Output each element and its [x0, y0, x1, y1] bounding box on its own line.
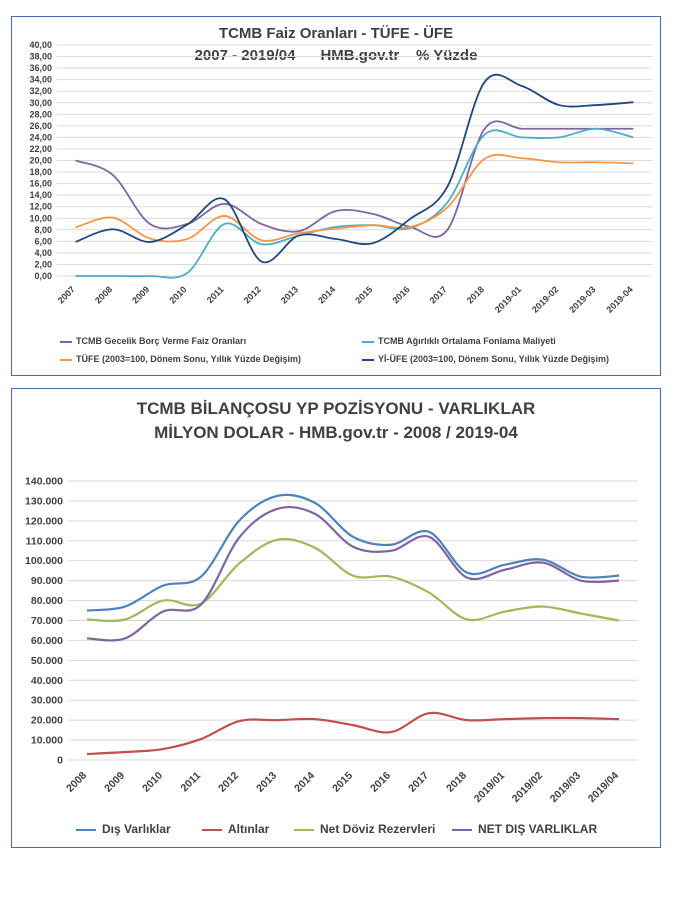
- y-tick-label: 8,00: [34, 225, 52, 235]
- y-tick-label: 12,00: [29, 202, 52, 212]
- x-tick-label: 2019/04: [586, 770, 621, 805]
- legend-item-series-2: Altınlar: [228, 822, 270, 836]
- x-tick-label: 2009: [130, 284, 151, 305]
- y-tick-label: 110.000: [26, 535, 64, 547]
- x-tick-label: 2008: [93, 284, 114, 305]
- legend-item-series-2: TCMB Ağırlıklı Ortalama Fonlama Maliyeti: [378, 336, 556, 346]
- y-tick-label: 6,00: [34, 236, 52, 246]
- y-tick-label: 80.000: [31, 595, 63, 607]
- series-line-2: [86, 711, 620, 756]
- y-tick-label: 20,00: [29, 156, 52, 166]
- y-tick-label: 20.000: [31, 715, 63, 727]
- y-tick-label: 40.000: [31, 675, 63, 687]
- chart-title: TCMB BİLANÇOSU YP POZİSYONU - VARLIKLAR: [136, 399, 536, 418]
- y-tick-label: 2,00: [34, 259, 52, 269]
- y-tick-label: 90.000: [31, 575, 63, 587]
- legend-item-series-4: Yİ-ÜFE (2003=100, Dönem Sonu, Yıllık Yüz…: [378, 354, 609, 364]
- series-line-4: [75, 73, 634, 264]
- x-tick-label: 2017: [406, 770, 431, 795]
- y-tick-label: 16,00: [29, 179, 52, 189]
- y-tick-label: 14,00: [29, 190, 52, 200]
- assets-line-chart: 0 10.000 20.000 30.000 40.000 50.000 60.000 70.…: [25, 476, 638, 805]
- series-line-4: [86, 505, 620, 642]
- x-tick-label: 2019-01: [493, 284, 523, 314]
- legend-swatch-series-1: [60, 341, 72, 343]
- y-tick-label: 0,00: [34, 271, 52, 281]
- y-tick-label: 24,00: [29, 132, 52, 142]
- chart-panel-assets: TCMB BİLANÇOSU YP POZİSYONU - VARLIKLAR …: [11, 388, 661, 848]
- series-line-2: [75, 127, 634, 279]
- x-tick-label: 2013: [279, 284, 300, 305]
- y-tick-label: 130.000: [25, 495, 63, 507]
- x-tick-label: 2008: [64, 770, 89, 795]
- x-tick-label: 2007: [56, 284, 77, 305]
- legend-swatch-series-4: [362, 359, 374, 361]
- chart-title: TCMB Faiz Oranları - TÜFE - ÜFE: [218, 25, 454, 42]
- x-tick-label: 2012: [216, 770, 241, 795]
- x-tick-label: 2015: [353, 284, 374, 305]
- chart-panel-rates: TCMB Faiz Oranları - TÜFE - ÜFE 2007 - 2…: [11, 16, 661, 376]
- x-tick-label: 2017: [428, 284, 449, 305]
- legend-item-series-3: Net Döviz Rezervleri: [320, 822, 436, 836]
- y-tick-label: 60.000: [31, 635, 63, 647]
- y-tick-label: 100.000: [25, 555, 63, 567]
- y-tick-label: 34,00: [29, 75, 52, 85]
- legend-swatch-series-4: [452, 829, 472, 831]
- y-tick-label: 10.000: [31, 735, 63, 747]
- y-tick-label: 50.000: [31, 655, 63, 667]
- x-tick-label: 2014: [292, 770, 317, 795]
- y-tick-label: 28,00: [29, 109, 52, 119]
- y-tick-label: 26,00: [29, 121, 52, 131]
- x-tick-label: 2015: [330, 770, 355, 795]
- y-tick-label: 0: [57, 755, 63, 767]
- y-tick-label: 30,00: [29, 98, 52, 108]
- y-tick-label: 36,00: [29, 63, 52, 73]
- x-tick-label: 2019-02: [530, 284, 560, 314]
- x-tick-label: 2009: [102, 770, 127, 795]
- y-tick-label: 4,00: [34, 248, 52, 258]
- x-tick-label: 2019/01: [472, 770, 507, 805]
- x-tick-label: 2019-03: [567, 284, 597, 314]
- legend-item-series-4: NET DIŞ VARLIKLAR: [478, 822, 598, 836]
- y-tick-label: 70.000: [31, 615, 63, 627]
- x-tick-label: 2010: [167, 284, 188, 305]
- x-tick-label: 2019/02: [510, 770, 545, 805]
- legend-item-series-1: Dış Varlıklar: [102, 822, 171, 836]
- legend-swatch-series-3: [294, 829, 314, 831]
- series-line-1: [86, 493, 620, 612]
- series-line-3: [86, 537, 620, 622]
- legend-item-series-3: TÜFE (2003=100, Dönem Sonu, Yıllık Yüzde…: [76, 354, 301, 364]
- series-line-3: [75, 153, 634, 243]
- x-tick-label: 2010: [140, 770, 165, 795]
- y-tick-label: 30.000: [31, 695, 63, 707]
- y-tick-label: 10,00: [29, 213, 52, 223]
- legend-swatch-series-1: [76, 829, 96, 831]
- x-tick-label: 2018: [444, 770, 469, 795]
- x-tick-label: 2014: [316, 284, 337, 305]
- x-tick-label: 2012: [242, 284, 263, 305]
- x-tick-label: 2016: [368, 770, 393, 795]
- x-tick-label: 2011: [179, 770, 204, 795]
- x-tick-label: 2018: [465, 284, 486, 305]
- x-tick-label: 2019/03: [548, 770, 583, 805]
- chart-subtitle: 2007 - 2019/04 HMB.gov.tr % Yüzde: [194, 47, 478, 64]
- legend-swatch-series-2: [362, 341, 374, 343]
- legend-swatch-series-2: [202, 829, 222, 831]
- chart-subtitle: MİLYON DOLAR - HMB.gov.tr - 2008 / 2019-…: [154, 423, 518, 442]
- x-tick-label: 2016: [390, 284, 411, 305]
- y-tick-label: 38,00: [29, 52, 52, 62]
- x-tick-label: 2011: [205, 284, 226, 305]
- y-tick-label: 120.000: [25, 515, 63, 527]
- y-tick-label: 140.000: [25, 476, 63, 488]
- series-line-1: [75, 120, 634, 238]
- y-tick-label: 18,00: [29, 167, 52, 177]
- y-tick-label: 40,00: [29, 40, 52, 50]
- legend-swatch-series-3: [60, 359, 72, 361]
- y-tick-label: 22,00: [29, 144, 52, 154]
- x-tick-label: 2019-04: [604, 284, 634, 314]
- y-tick-label: 32,00: [29, 86, 52, 96]
- legend-item-series-1: TCMB Gecelik Borç Verme Faiz Oranları: [76, 336, 247, 346]
- x-tick-label: 2013: [254, 770, 279, 795]
